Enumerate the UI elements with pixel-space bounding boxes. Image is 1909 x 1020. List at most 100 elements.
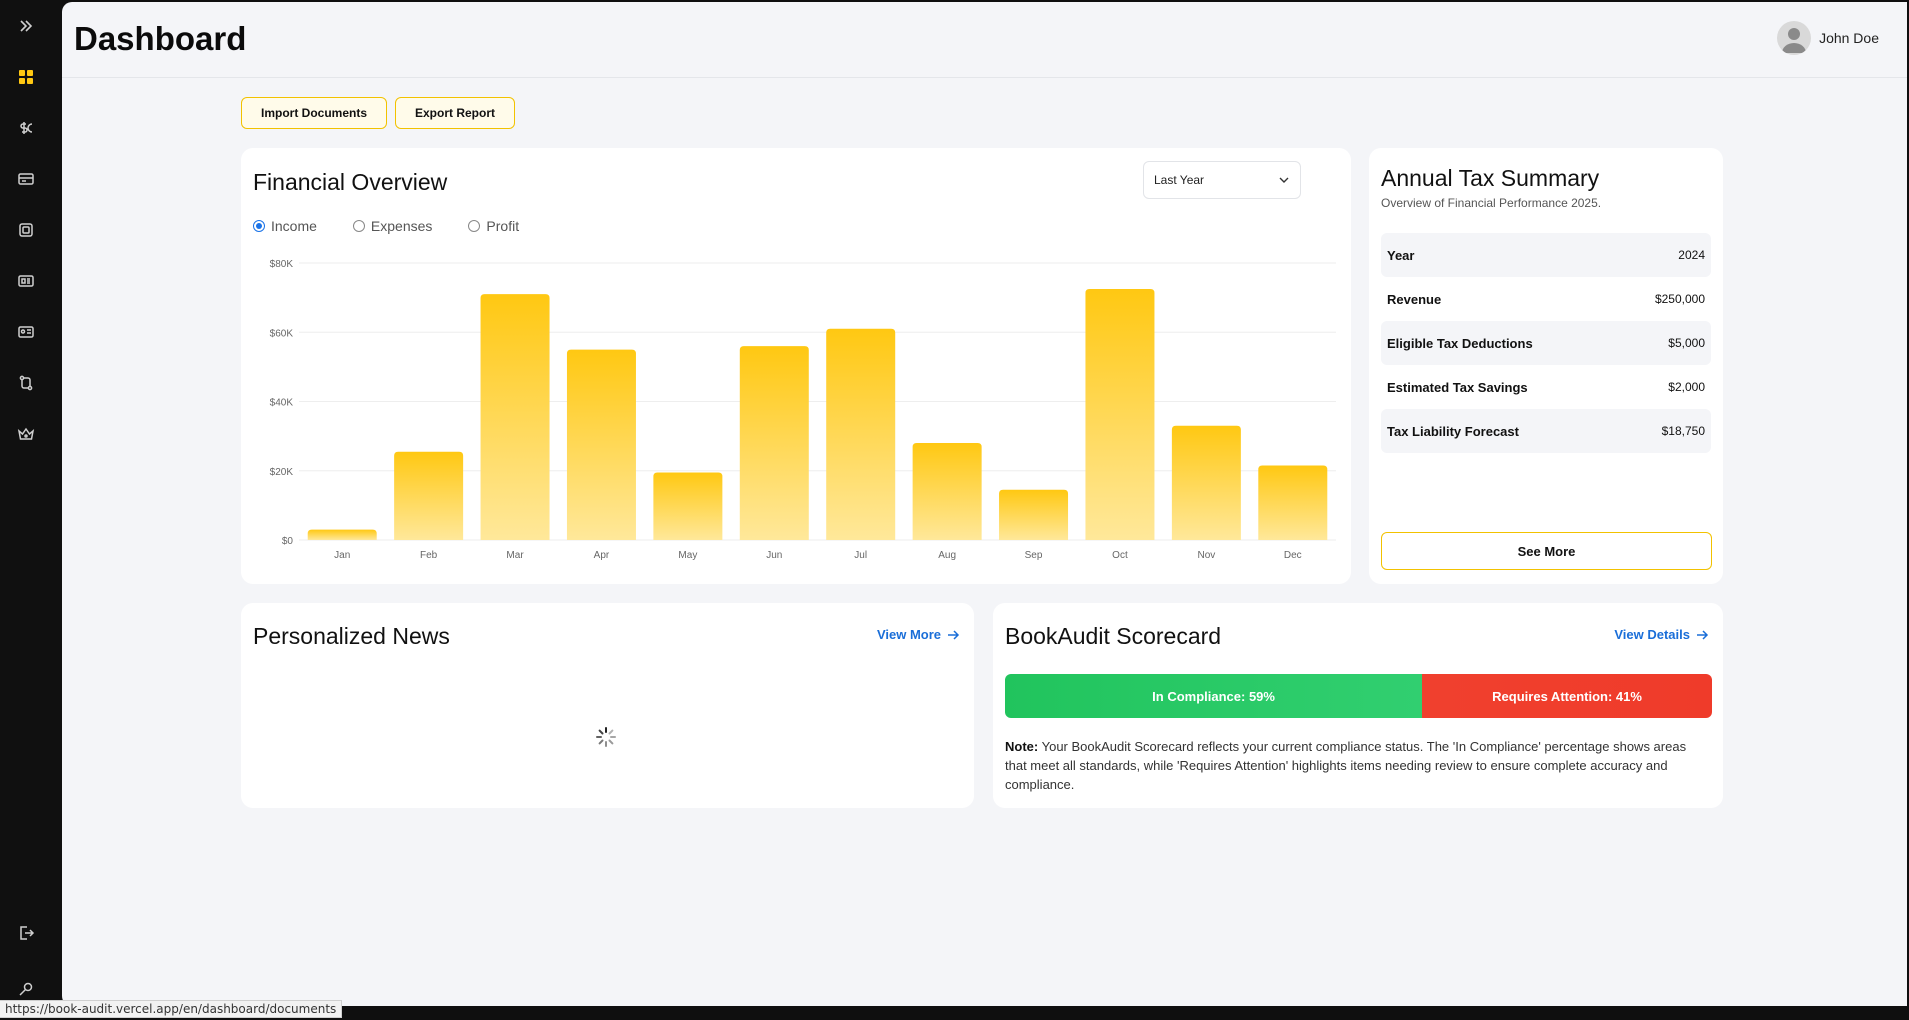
x-tick-label: Nov: [1197, 550, 1215, 561]
transfer-icon[interactable]: [14, 371, 38, 395]
scorecard-title: BookAudit Scorecard: [1005, 623, 1222, 649]
period-select[interactable]: Last Year: [1143, 161, 1301, 199]
tax-row-label: Revenue: [1387, 291, 1442, 307]
metric-radio-group: Income Expenses Profit: [253, 218, 555, 234]
chart-bar-mar[interactable]: [480, 294, 550, 540]
sidebar: [0, 0, 62, 1020]
y-tick-label: $60K: [270, 328, 294, 339]
tax-row-label: Year: [1387, 247, 1415, 263]
news-card: Personalized News View More: [241, 603, 974, 808]
radio-profit[interactable]: Profit: [468, 218, 519, 234]
radio-expenses[interactable]: Expenses: [352, 218, 433, 234]
user-avatar-icon: [1782, 28, 1807, 53]
tax-row: Revenue $250,000: [1381, 277, 1711, 321]
chart-bar-may[interactable]: [653, 472, 723, 540]
tax-summary-card: Annual Tax Summary Overview of Financial…: [1369, 148, 1723, 584]
chart-bar-jun[interactable]: [739, 346, 809, 540]
chart-bar-oct[interactable]: [1085, 288, 1155, 540]
card-icon[interactable]: [14, 167, 38, 191]
chip-icon[interactable]: [14, 218, 38, 242]
tax-row: Eligible Tax Deductions $5,000: [1381, 321, 1711, 365]
export-report-button[interactable]: Export Report: [395, 97, 516, 129]
radio-expenses-indicator[interactable]: [352, 220, 365, 232]
news-title: Personalized News: [253, 623, 450, 649]
arrow-right-icon: [948, 629, 960, 640]
dashboard-icon[interactable]: [14, 65, 38, 89]
tax-row-value: $5,000: [1668, 336, 1705, 350]
logout-icon[interactable]: [14, 921, 38, 945]
avatar[interactable]: [1777, 21, 1812, 55]
radio-income-label: Income: [271, 218, 317, 234]
chart-bar-feb[interactable]: [394, 451, 464, 540]
financial-overview-card: Financial Overview Last Year Income Expe…: [241, 148, 1351, 584]
x-tick-label: Sep: [1025, 550, 1043, 561]
arrow-right-icon: [1697, 629, 1709, 640]
chart-bar-aug[interactable]: [912, 443, 982, 540]
tax-row-value: 2024: [1678, 248, 1705, 262]
x-tick-label: Apr: [594, 550, 610, 561]
chart-bar-dec[interactable]: [1258, 465, 1328, 540]
radio-expenses-label: Expenses: [370, 218, 433, 234]
tax-row-label: Estimated Tax Savings: [1387, 379, 1528, 395]
search-key-icon[interactable]: [14, 977, 38, 1001]
tax-row: Year 2024: [1381, 233, 1711, 277]
scorecard-note: Note: Your BookAudit Scorecard reflects …: [1005, 737, 1705, 794]
x-tick-label: Feb: [420, 550, 438, 561]
tax-row: Tax Liability Forecast $18,750: [1381, 409, 1711, 453]
main-content: Dashboard John Doe Import Documents Expo…: [62, 2, 1907, 1006]
user-menu[interactable]: John Doe: [1777, 21, 1879, 55]
x-tick-label: Oct: [1112, 550, 1128, 561]
crown-icon[interactable]: [14, 422, 38, 446]
tax-summary-title: Annual Tax Summary: [1381, 165, 1600, 191]
x-tick-label: Dec: [1284, 550, 1302, 561]
loading-spinner-icon: [596, 727, 616, 747]
note-prefix: Note:: [1005, 739, 1039, 754]
tax-row-value: $250,000: [1654, 292, 1705, 306]
radio-profit-indicator[interactable]: [468, 220, 481, 232]
chevron-down-icon: [1279, 177, 1289, 183]
chart-bar-jul[interactable]: [826, 328, 896, 540]
scorecard-card: BookAudit Scorecard View Details In Comp…: [993, 603, 1723, 808]
view-details-link[interactable]: View Details: [1614, 627, 1709, 642]
tax-row: Estimated Tax Savings $2,000: [1381, 365, 1711, 409]
view-more-link[interactable]: View More: [877, 627, 960, 642]
y-tick-label: $40K: [270, 398, 294, 409]
view-details-label: View Details: [1614, 627, 1690, 642]
see-more-button[interactable]: See More: [1381, 532, 1712, 570]
chart-bar-nov[interactable]: [1171, 425, 1241, 540]
financial-overview-title: Financial Overview: [253, 169, 448, 195]
id-card-icon[interactable]: [14, 320, 38, 344]
radio-income-indicator[interactable]: [253, 220, 265, 232]
tax-row-value: $18,750: [1661, 424, 1705, 438]
x-tick-label: May: [678, 550, 697, 561]
x-tick-label: Mar: [506, 550, 524, 561]
y-tick-label: $0: [282, 536, 294, 547]
tax-row-label: Tax Liability Forecast: [1387, 423, 1519, 439]
currency-exchange-icon[interactable]: [14, 116, 38, 140]
requires-attention-segment: Requires Attention: 41%: [1422, 674, 1712, 718]
invoice-icon[interactable]: [14, 269, 38, 293]
status-bar-url: https://book-audit.vercel.app/en/dashboa…: [0, 1000, 343, 1018]
top-bar: Dashboard John Doe: [62, 2, 1907, 78]
chart-bar-apr[interactable]: [566, 349, 636, 540]
tax-row-label: Eligible Tax Deductions: [1387, 335, 1533, 351]
import-documents-button[interactable]: Import Documents: [241, 97, 388, 129]
in-compliance-segment: In Compliance: 59%: [1005, 674, 1423, 718]
compliance-bar: In Compliance: 59% Requires Attention: 4…: [1005, 674, 1712, 718]
page-title: Dashboard: [74, 20, 247, 57]
tax-summary-subtitle: Overview of Financial Performance 2025.: [1381, 196, 1602, 210]
chart-bar-sep[interactable]: [999, 489, 1069, 540]
tax-summary-table: Year 2024 Revenue $250,000 Eligible Tax De…: [1381, 233, 1711, 453]
y-tick-label: $80K: [270, 259, 294, 270]
income-bar-chart: $0 $20K $40K $60K $80K Jan Feb Mar Apr May Jun Jul A…: [270, 259, 1336, 561]
x-tick-label: Aug: [938, 550, 956, 561]
radio-income[interactable]: Income: [253, 218, 317, 234]
chart-bar-jan[interactable]: [307, 529, 377, 540]
x-tick-label: Jul: [854, 550, 867, 561]
note-text: Your BookAudit Scorecard reflects your c…: [1005, 739, 1687, 792]
expand-sidebar-icon[interactable]: [14, 14, 38, 38]
radio-profit-label: Profit: [486, 218, 520, 234]
x-tick-label: Jun: [766, 550, 782, 561]
period-select-value: Last Year: [1154, 173, 1205, 187]
y-tick-label: $20K: [270, 467, 294, 478]
